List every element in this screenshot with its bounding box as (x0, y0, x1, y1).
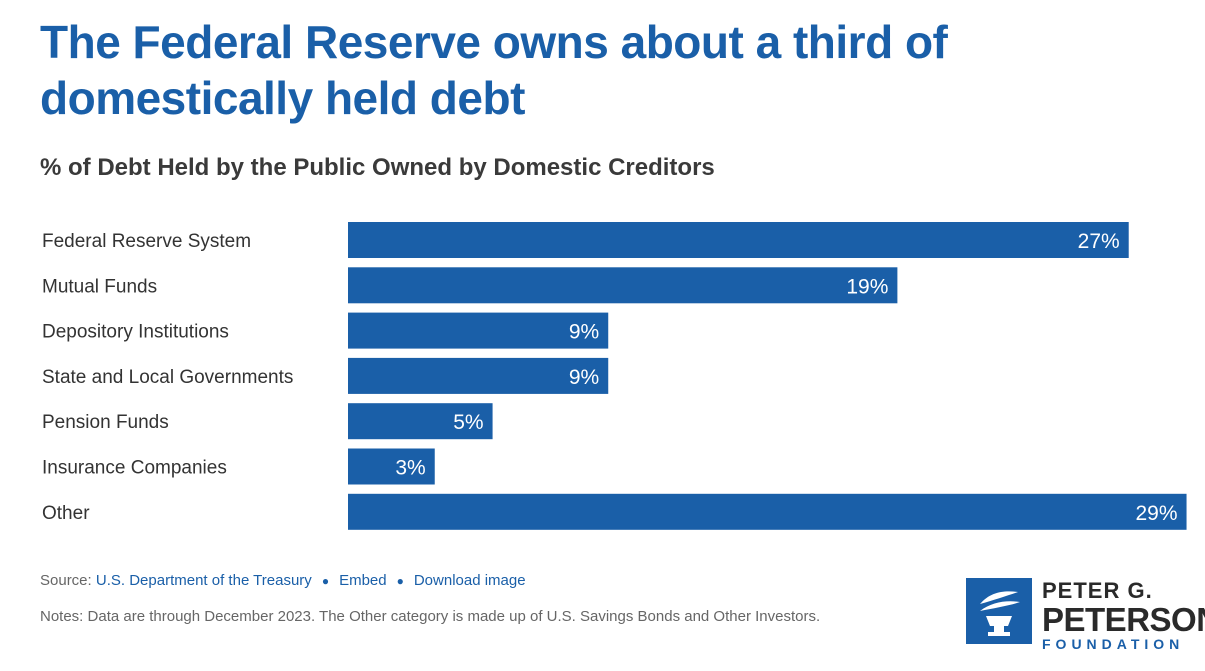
logo-line-1: PETER G. (1042, 578, 1153, 603)
category-label: Federal Reserve System (42, 231, 251, 252)
logo-line-2: PETERSON (1042, 601, 1205, 638)
notes-text: Notes: Data are through December 2023. T… (40, 608, 821, 625)
bar[interactable] (348, 403, 493, 440)
source-link[interactable]: U.S. Department of the Treasury (95, 572, 312, 589)
bar-chart: Federal Reserve System 27% Mutual Funds 19%… (42, 222, 1187, 530)
bar-value-label: 29% (1136, 502, 1178, 525)
separator-dot-icon: ● (396, 573, 404, 588)
bar-value-label: 27% (1078, 230, 1120, 253)
logo-line-3: FOUNDATION (1042, 636, 1185, 652)
bar[interactable] (348, 222, 1129, 258)
source-line: Source: U.S. Department of the Treasury … (40, 572, 526, 589)
category-label: State and Local Governments (42, 367, 293, 388)
bar[interactable] (348, 448, 435, 485)
bar[interactable] (348, 312, 609, 349)
category-label: Mutual Funds (42, 276, 157, 297)
category-label: Insurance Companies (42, 458, 227, 479)
bar-value-label: 3% (395, 457, 425, 480)
category-label: Depository Institutions (42, 322, 229, 343)
source-prefix: Source: (40, 572, 92, 589)
category-label: Other (42, 503, 90, 524)
bar[interactable] (348, 357, 609, 394)
bar-value-label: 9% (569, 366, 599, 389)
bar-value-label: 9% (569, 321, 599, 344)
chart-subtitle: % of Debt Held by the Public Owned by Do… (40, 154, 715, 181)
bar[interactable] (348, 267, 898, 304)
category-label: Pension Funds (42, 412, 169, 433)
download-image-link[interactable]: Download image (413, 572, 526, 589)
peterson-foundation-logo: PETER G. PETERSON FOUNDATION (966, 578, 1205, 651)
chart-title: The Federal Reserve owns about a third o… (40, 16, 948, 124)
bar-value-label: 5% (453, 411, 483, 434)
separator-dot-icon: ● (321, 573, 330, 588)
embed-link[interactable]: Embed (339, 572, 387, 589)
bar[interactable] (348, 493, 1187, 530)
torch-icon (966, 578, 1032, 644)
bar-value-label: 19% (846, 275, 888, 298)
